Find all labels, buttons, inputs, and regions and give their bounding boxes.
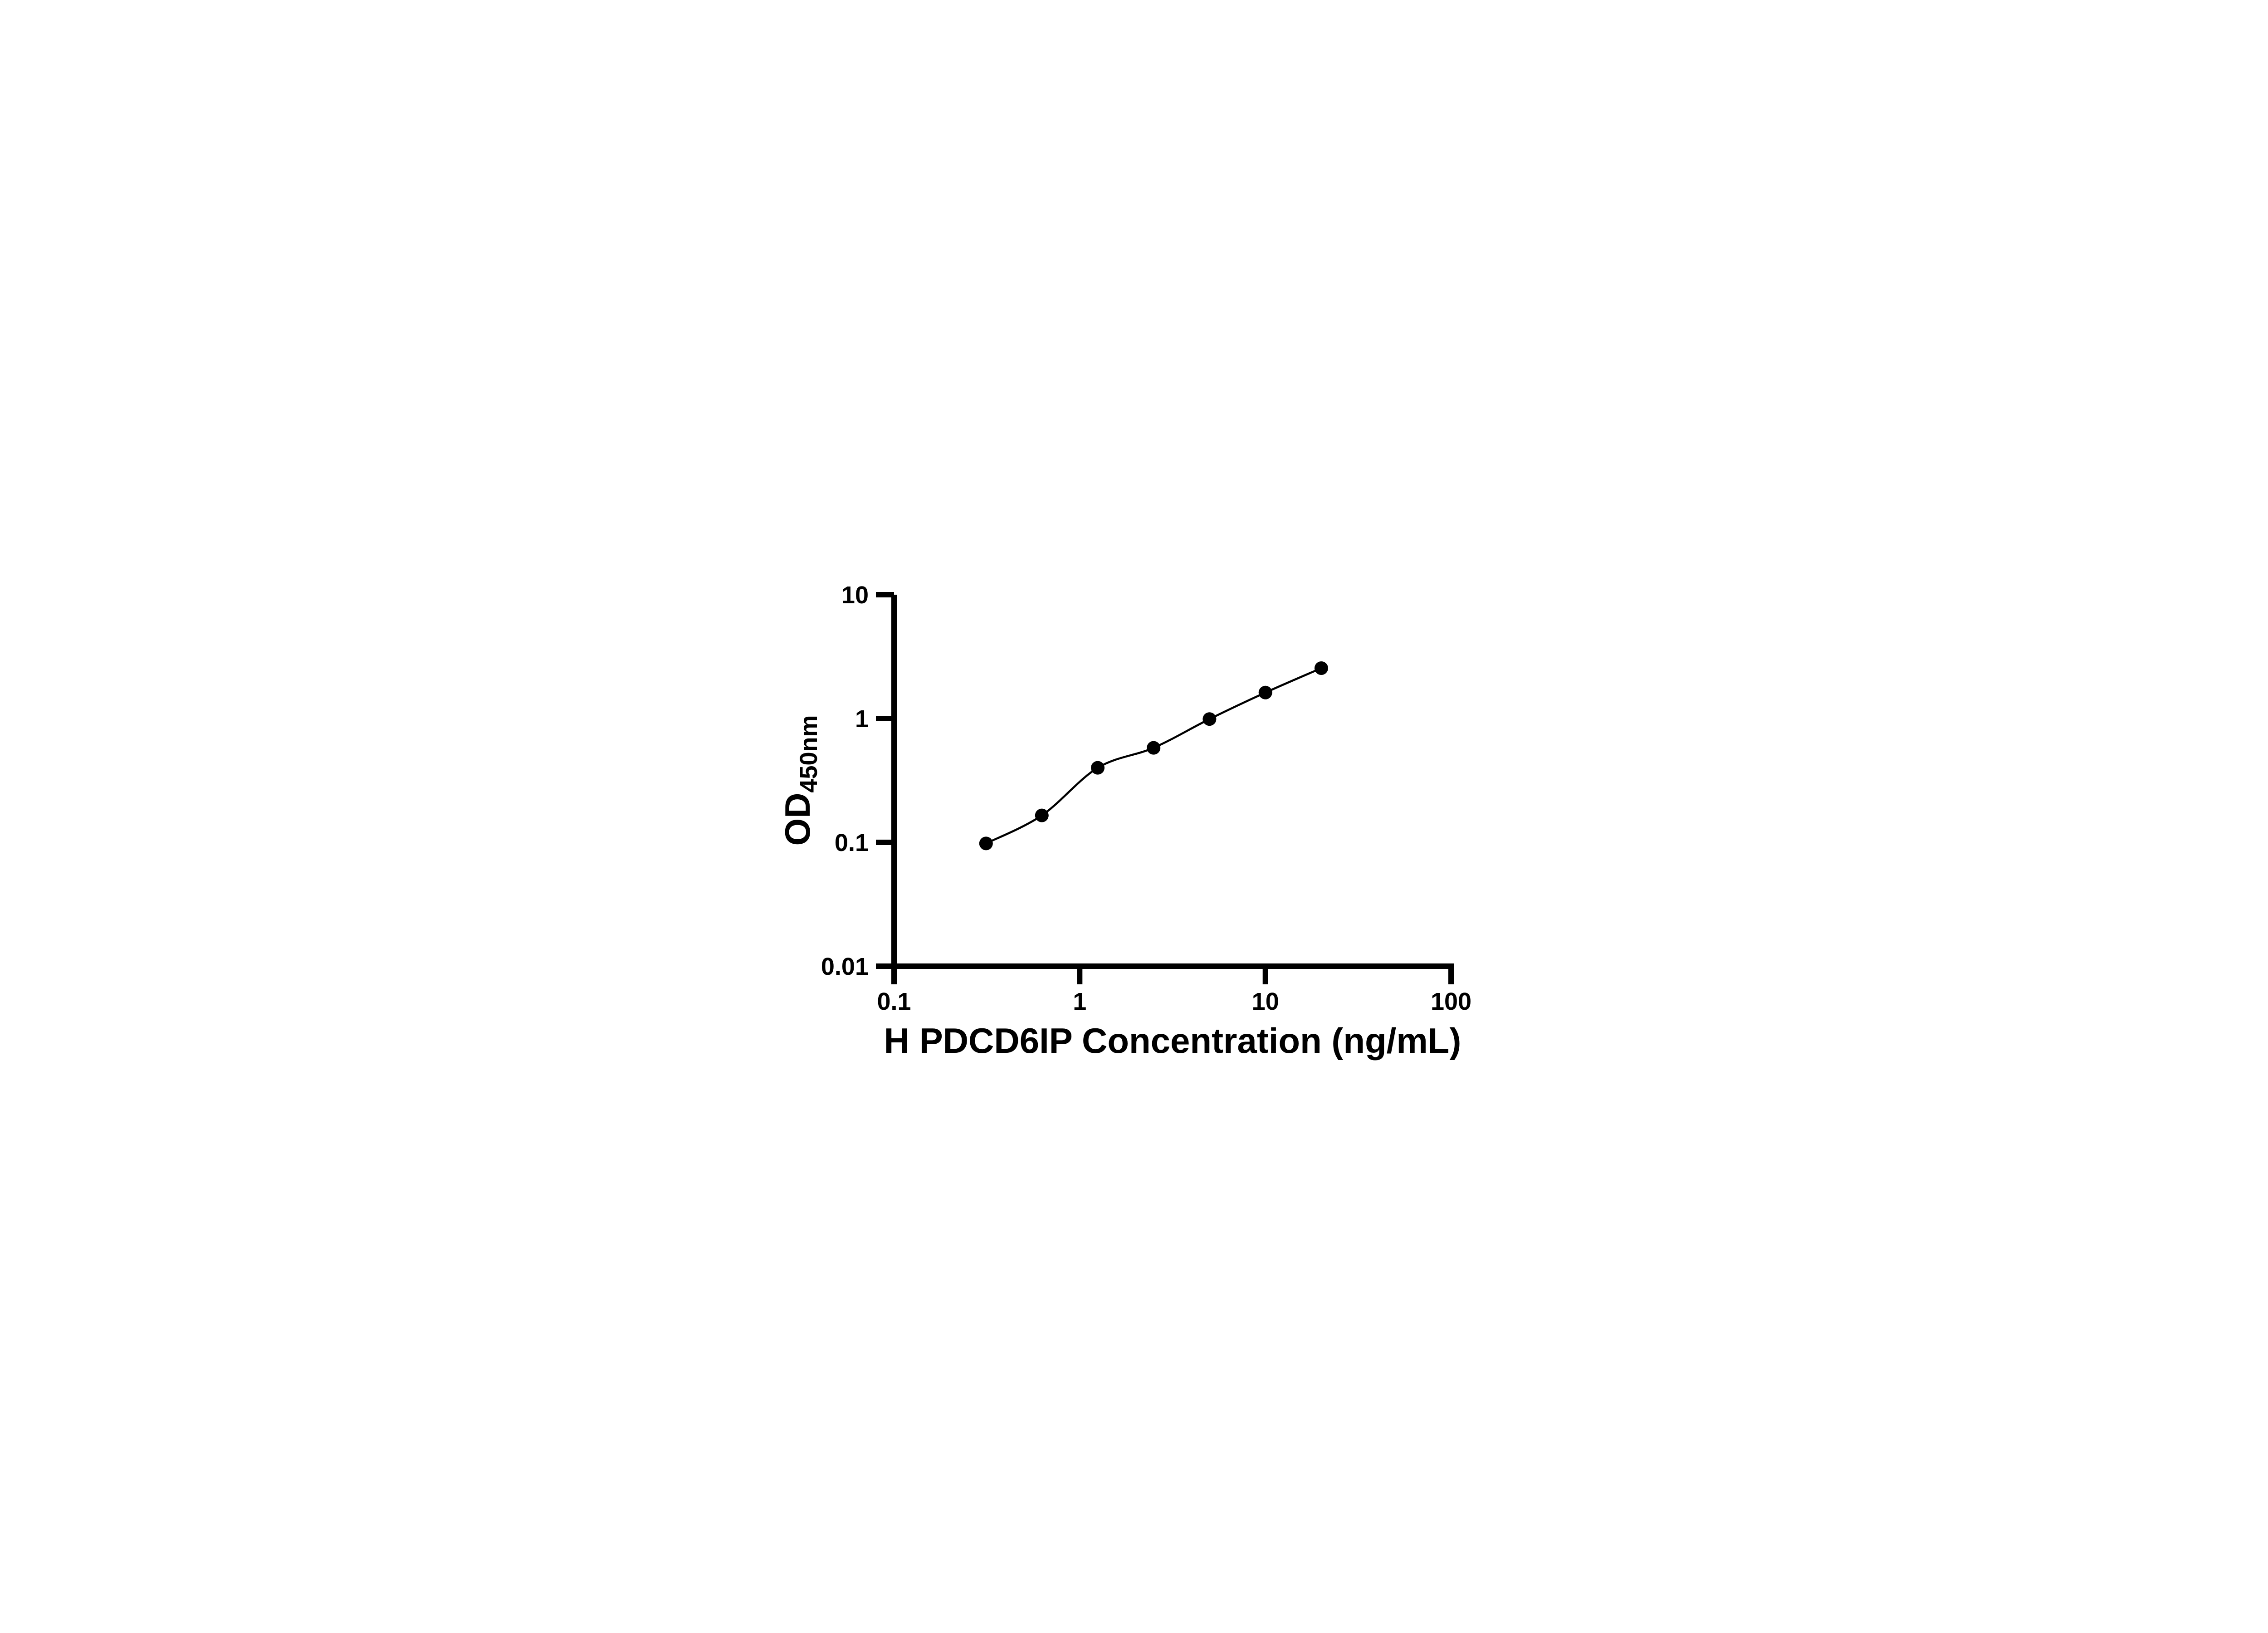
data-point <box>1147 741 1161 755</box>
data-point <box>979 836 993 851</box>
y-tick-label: 0.01 <box>821 953 869 980</box>
data-point <box>1314 661 1328 675</box>
data-points <box>979 661 1328 851</box>
x-axis-ticks: 0.1 1 10 100 <box>877 966 1471 1015</box>
y-tick-label: 10 <box>841 582 869 609</box>
y-axis-title-subscript: 450nm <box>795 715 822 792</box>
data-point <box>1258 685 1272 699</box>
y-axis-ticks: 0.01 0.1 1 10 <box>821 582 894 980</box>
x-tick-label: 10 <box>1252 988 1279 1015</box>
data-point <box>1091 761 1105 775</box>
x-tick-label: 0.1 <box>877 988 911 1015</box>
x-tick-label: 1 <box>1073 988 1086 1015</box>
y-axis-title: OD450nm <box>777 715 822 846</box>
y-tick-label: 1 <box>855 705 869 733</box>
elisa-standard-curve-chart: 0.1 1 10 100 0.01 0.1 1 10 H PDCD6IP Concentrati… <box>745 544 1523 1089</box>
y-axis-title-main: OD <box>777 793 817 846</box>
y-tick-label: 0.1 <box>835 829 869 856</box>
data-point <box>1202 712 1217 726</box>
x-axis-title: H PDCD6IP Concentration (ng/mL) <box>884 1021 1461 1061</box>
data-point <box>1035 808 1049 822</box>
x-tick-label: 100 <box>1431 988 1471 1015</box>
